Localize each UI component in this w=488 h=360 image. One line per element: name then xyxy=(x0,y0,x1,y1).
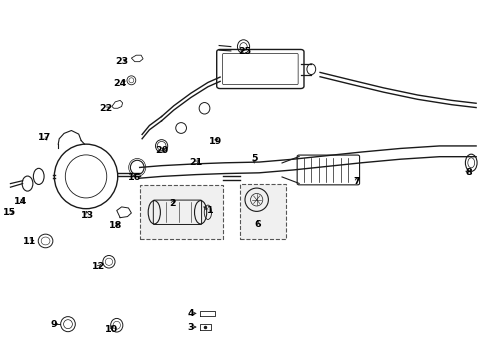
Text: 7: 7 xyxy=(353,177,359,186)
Text: 12: 12 xyxy=(91,262,104,271)
Text: 8: 8 xyxy=(465,168,471,177)
Text: 22: 22 xyxy=(99,104,112,113)
Text: 20: 20 xyxy=(155,146,168,155)
Text: 15: 15 xyxy=(3,208,16,217)
Text: 4: 4 xyxy=(187,309,194,318)
Text: 24: 24 xyxy=(113,79,126,88)
Text: 19: 19 xyxy=(208,137,222,146)
Text: 9: 9 xyxy=(50,320,57,329)
Bar xyxy=(140,185,222,239)
Text: 2: 2 xyxy=(169,199,175,208)
Text: 14: 14 xyxy=(14,197,27,206)
Text: 13: 13 xyxy=(81,211,94,220)
Text: 5: 5 xyxy=(250,154,257,163)
Text: 18: 18 xyxy=(108,221,122,230)
Text: 16: 16 xyxy=(128,173,141,182)
Bar xyxy=(239,184,285,239)
Text: 3: 3 xyxy=(187,323,194,332)
Text: 6: 6 xyxy=(254,220,261,229)
Text: 11: 11 xyxy=(23,237,37,246)
Text: 23: 23 xyxy=(115,57,128,66)
Text: 1: 1 xyxy=(206,206,213,215)
Text: 17: 17 xyxy=(38,133,51,142)
Text: 21: 21 xyxy=(189,158,202,167)
Text: 10: 10 xyxy=(105,325,118,334)
Text: 25: 25 xyxy=(238,47,250,56)
